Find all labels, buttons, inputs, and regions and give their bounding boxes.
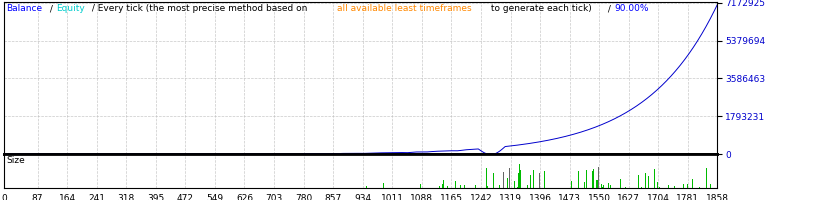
Text: /: / bbox=[604, 4, 613, 13]
Text: Size: Size bbox=[7, 156, 25, 165]
Text: all available least timeframes: all available least timeframes bbox=[337, 4, 471, 13]
Text: Equity: Equity bbox=[57, 4, 85, 13]
Text: /: / bbox=[47, 4, 56, 13]
Text: to generate each tick): to generate each tick) bbox=[488, 4, 591, 13]
Text: 90.00%: 90.00% bbox=[614, 4, 649, 13]
Text: Balance: Balance bbox=[7, 4, 43, 13]
Text: / Every tick (the most precise method based on: / Every tick (the most precise method ba… bbox=[88, 4, 310, 13]
